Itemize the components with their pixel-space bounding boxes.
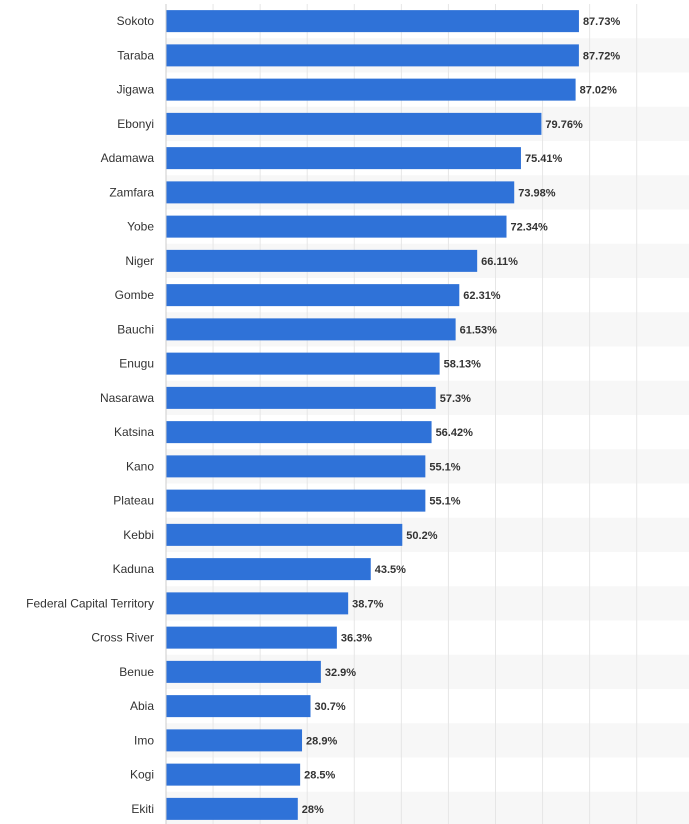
data-label: 66.11% — [481, 256, 518, 268]
bar — [166, 660, 321, 683]
category-label: Kogi — [130, 768, 154, 782]
category-label: Cross River — [91, 631, 154, 645]
data-label: 79.76% — [545, 119, 583, 131]
bar — [166, 386, 436, 409]
data-label: 75.41% — [525, 153, 563, 165]
category-label: Adamawa — [101, 151, 155, 165]
bar — [166, 455, 426, 478]
data-label: 87.02% — [580, 85, 618, 97]
bars — [166, 10, 579, 820]
data-label: 30.7% — [315, 701, 346, 713]
category-label: Nasarawa — [100, 391, 154, 405]
bar — [166, 147, 521, 170]
data-label: 28.5% — [304, 770, 335, 782]
data-label: 56.42% — [436, 427, 474, 439]
bar — [166, 695, 311, 718]
category-label: Bauchi — [117, 322, 154, 336]
bar — [166, 729, 303, 752]
bar — [166, 421, 432, 444]
category-label: Ebonyi — [117, 117, 154, 131]
category-label: Enugu — [119, 357, 154, 371]
bar — [166, 10, 579, 33]
category-label: Plateau — [113, 494, 154, 508]
data-label: 73.98% — [518, 187, 556, 199]
category-labels: Sokoto Taraba Jigawa Ebonyi Adamawa Zamfara Yo… — [26, 14, 154, 816]
category-label: Zamfara — [109, 185, 154, 199]
category-label: Jigawa — [117, 83, 155, 97]
bar — [166, 352, 440, 375]
category-label: Abia — [130, 699, 154, 713]
category-label: Federal Capital Territory — [26, 596, 154, 610]
bar — [166, 284, 460, 307]
category-label: Sokoto — [117, 14, 155, 28]
bar — [166, 797, 298, 820]
data-label: 36.3% — [341, 633, 372, 645]
data-label: 72.34% — [511, 222, 549, 234]
category-label: Benue — [119, 665, 154, 679]
bar — [166, 181, 515, 204]
bar — [166, 249, 478, 272]
bar — [166, 215, 507, 238]
category-label: Yobe — [127, 220, 154, 234]
gridlines — [212, 4, 638, 824]
data-label: 62.31% — [463, 290, 501, 302]
category-label: Kaduna — [113, 562, 155, 576]
category-label: Taraba — [117, 48, 154, 62]
bar — [166, 626, 337, 649]
bar — [166, 558, 371, 581]
bar — [166, 763, 301, 786]
bar — [166, 523, 403, 546]
data-label: 57.3% — [440, 393, 471, 405]
data-label: 61.53% — [460, 324, 498, 336]
bar — [166, 112, 542, 135]
data-label: 32.9% — [325, 667, 356, 679]
bar — [166, 318, 456, 341]
data-label: 55.1% — [429, 496, 460, 508]
bar — [166, 592, 349, 615]
data-label: 58.13% — [444, 359, 482, 371]
data-label: 87.72% — [583, 50, 621, 62]
data-label: 28.9% — [306, 735, 337, 747]
category-label: Kano — [126, 459, 154, 473]
data-label: 55.1% — [429, 461, 460, 473]
data-label: 50.2% — [406, 530, 437, 542]
category-label: Kebbi — [123, 528, 154, 542]
category-label: Gombe — [115, 288, 155, 302]
data-label: 43.5% — [375, 564, 406, 576]
bar — [166, 78, 576, 101]
category-label: Imo — [134, 733, 154, 747]
data-label: 38.7% — [352, 598, 383, 610]
category-label: Katsina — [114, 425, 154, 439]
data-label: 28% — [302, 804, 324, 816]
category-label: Ekiti — [131, 802, 154, 816]
data-label: 87.73% — [583, 16, 621, 28]
bar — [166, 44, 579, 67]
category-label: Niger — [125, 254, 154, 268]
bar — [166, 489, 426, 512]
value-labels: 87.73% 87.72% 87.02% 79.76% 75.41% 73.98% 72.3… — [302, 16, 621, 816]
